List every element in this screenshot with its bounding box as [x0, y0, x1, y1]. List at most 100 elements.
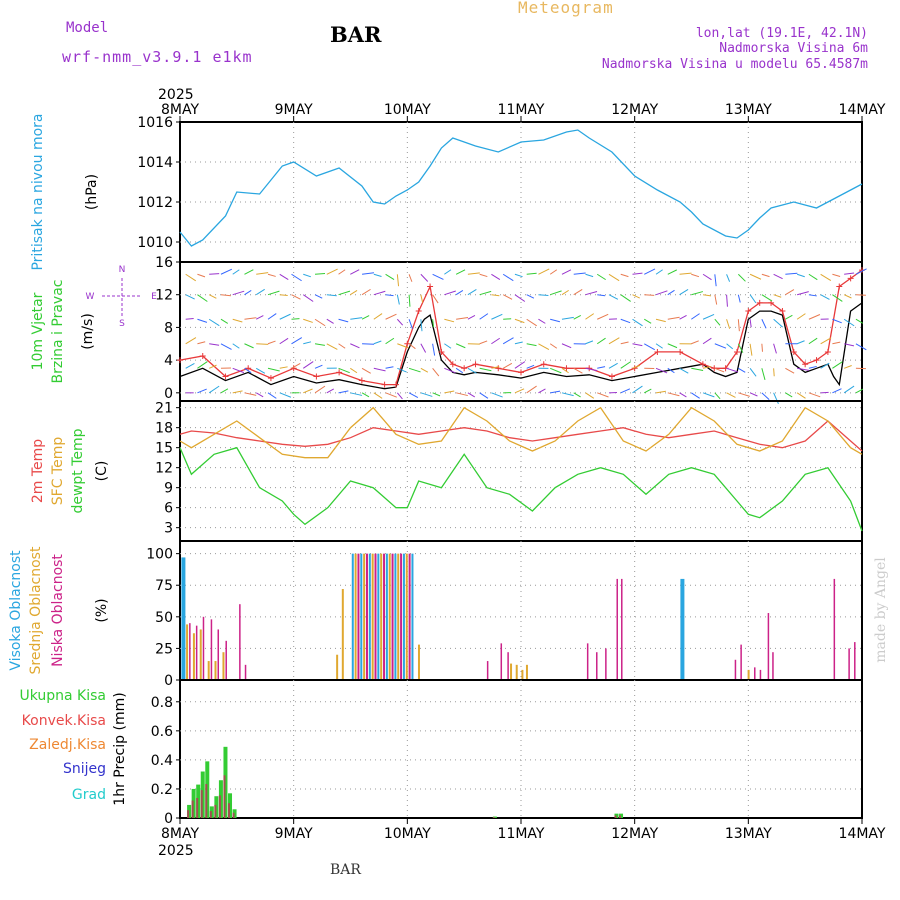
precip-bar-convective — [492, 817, 495, 818]
cloud-bar-overcast — [371, 553, 374, 680]
precip-legend-4: Grad — [72, 787, 106, 803]
wind-arrow — [338, 318, 349, 323]
gust-marker — [711, 365, 718, 372]
gust-marker — [313, 373, 320, 380]
wind-arrow — [373, 290, 386, 296]
cloud-bar-overcast — [383, 553, 386, 680]
wind-arrow — [232, 318, 243, 323]
wind-arrow — [573, 289, 583, 296]
wind-arrow — [620, 273, 629, 278]
wind-arrow — [232, 390, 243, 394]
x-tick-label-bottom: 14MAY — [839, 826, 886, 842]
wind-arrow — [843, 294, 852, 299]
y-axis-label-cloud: Niska Oblacnost — [50, 554, 66, 667]
wind-dir-s: S — [119, 319, 125, 329]
cloud-bar-overcast — [360, 553, 363, 680]
wind-arrow — [679, 392, 687, 398]
wind-arrow — [691, 340, 699, 345]
cloud-bar-overcast — [400, 553, 403, 680]
wind-arrow — [773, 368, 775, 377]
wind-arrow — [397, 367, 407, 373]
wind-arrow — [491, 294, 500, 297]
wind-arrow — [256, 272, 269, 275]
wind-arrow — [761, 273, 770, 278]
wind-arrow — [267, 290, 280, 296]
wind-arrow — [455, 269, 466, 275]
y-axis-label-temp: SFC Temp — [50, 437, 66, 506]
wind-arrow — [314, 385, 326, 394]
y-tick-label: 25 — [155, 641, 173, 657]
wind-arrow — [208, 385, 220, 394]
y-tick-label: 0 — [164, 811, 173, 827]
wind-arrow — [408, 343, 416, 350]
wind-arrow — [573, 367, 583, 374]
wind-arrow — [326, 343, 338, 350]
model-elevation-label: Nadmorska Visina u modelu 65.4587m — [601, 57, 868, 72]
wind-arrow — [691, 313, 700, 320]
wind-arrow — [714, 318, 721, 326]
wind-arrow — [244, 317, 257, 320]
wind-arrow — [408, 294, 411, 307]
wind-arrow — [432, 343, 436, 356]
wind-arrow — [361, 315, 370, 320]
cloud-bar-mid — [186, 624, 189, 680]
wind-arrow — [820, 337, 832, 345]
wind-arrow — [197, 294, 208, 302]
y-tick-label: 9 — [164, 481, 173, 497]
wind-arrow — [432, 367, 440, 377]
wind-arrow — [444, 367, 456, 374]
wind-arrow — [303, 341, 312, 345]
wind-arrow — [761, 319, 767, 329]
gust-marker — [381, 381, 388, 388]
y-axis-label-precip: 1hr Precip (mm) — [112, 692, 128, 805]
wind-arrow — [538, 294, 549, 296]
wind-arrow — [702, 313, 715, 320]
wind-arrow — [479, 340, 488, 345]
gust-marker — [222, 373, 229, 380]
meteogram-title: Meteogram — [518, 0, 614, 17]
wind-arrow — [350, 289, 358, 296]
wind-arrow — [209, 364, 217, 369]
wind-arrow — [585, 313, 595, 320]
wind-arrow — [491, 313, 503, 320]
precip-legend-1: Konvek.Kisa — [22, 713, 106, 729]
wind-arrow — [408, 274, 413, 282]
wind-arrow — [808, 314, 821, 320]
y-axis-label-wind: (m/s) — [80, 313, 96, 350]
wind-arrow — [726, 319, 731, 329]
series-line-t2m — [179, 420, 863, 452]
wind-arrow — [785, 314, 793, 320]
wind-arrow — [514, 361, 526, 369]
wind-arrow — [432, 319, 435, 328]
cloud-bar-high — [181, 557, 186, 680]
wind-arrow — [691, 273, 700, 278]
wind-arrow — [185, 337, 197, 345]
x-tick-label-bottom: 13MAY — [725, 826, 772, 842]
wind-arrow — [585, 340, 594, 345]
cloud-bar-low — [189, 623, 191, 680]
cloud-bar-overcast — [394, 553, 397, 680]
cloud-bar-low — [202, 616, 205, 680]
wind-arrow — [726, 392, 736, 398]
wind-arrow — [773, 318, 783, 328]
series-line-gust — [179, 269, 863, 386]
wind-arrow — [338, 290, 351, 296]
wind-arrow — [302, 361, 314, 369]
y-tick-label: 0.6 — [151, 724, 173, 740]
wind-arrow — [820, 362, 830, 369]
wind-arrow — [185, 363, 195, 369]
wind-arrow — [644, 268, 656, 275]
model-name: wrf-nmm_v3.9.1 e1km — [62, 48, 253, 66]
gust-marker — [358, 377, 365, 384]
wind-arrow — [502, 337, 514, 345]
wind-arrow — [314, 272, 326, 275]
wind-arrow — [502, 294, 513, 300]
precip-bar-convective — [223, 775, 226, 818]
wind-arrow — [667, 343, 678, 349]
cloud-bar-mid — [214, 661, 217, 680]
wind-arrow — [538, 268, 550, 275]
wind-arrow — [749, 392, 758, 397]
wind-arrow — [737, 319, 740, 332]
wind-arrow — [408, 392, 419, 399]
wind-arrow — [361, 367, 371, 374]
